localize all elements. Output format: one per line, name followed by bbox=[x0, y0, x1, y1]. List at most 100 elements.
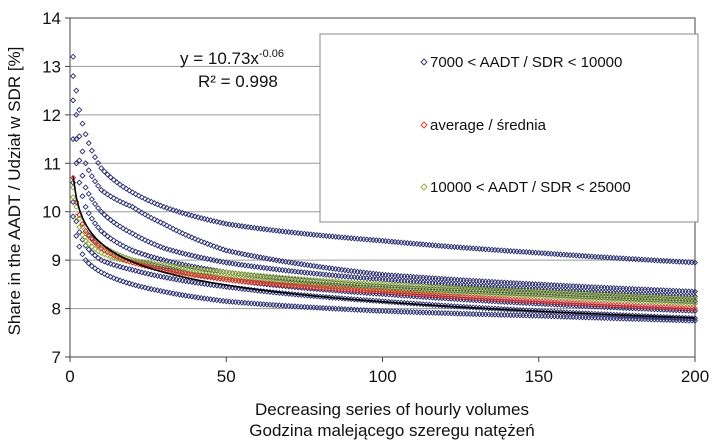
data-point bbox=[70, 97, 77, 104]
data-point bbox=[120, 183, 127, 190]
data-point bbox=[182, 250, 189, 258]
data-point bbox=[116, 241, 124, 248]
data-point bbox=[135, 249, 142, 256]
legend-label: average / średnia bbox=[430, 117, 547, 134]
data-point bbox=[151, 200, 158, 207]
data-point bbox=[173, 248, 180, 255]
data-point bbox=[70, 194, 77, 201]
data-point bbox=[132, 282, 139, 289]
data-point bbox=[123, 254, 130, 261]
data-point bbox=[101, 270, 108, 277]
data-point bbox=[141, 262, 149, 269]
data-point bbox=[141, 195, 149, 202]
data-point bbox=[82, 160, 89, 167]
data-point bbox=[170, 225, 177, 232]
data-point bbox=[182, 210, 189, 217]
data-point bbox=[191, 213, 199, 220]
data-point bbox=[88, 215, 95, 222]
data-point bbox=[132, 267, 139, 274]
data-point bbox=[132, 248, 139, 255]
data-point bbox=[73, 160, 80, 167]
data-point bbox=[691, 298, 699, 305]
legend-label: 7000 < AADT / SDR < 10000 bbox=[430, 54, 622, 71]
data-point bbox=[176, 208, 183, 216]
data-point bbox=[98, 269, 105, 276]
data-point bbox=[204, 216, 211, 223]
data-point bbox=[529, 312, 536, 319]
data-point bbox=[107, 250, 114, 257]
data-point bbox=[148, 239, 155, 246]
data-point bbox=[491, 311, 499, 318]
data-point bbox=[129, 230, 136, 237]
data-point bbox=[163, 222, 170, 229]
legend-marker bbox=[420, 183, 428, 191]
y-tick-label: 13 bbox=[42, 57, 61, 76]
data-point bbox=[113, 196, 120, 203]
data-point bbox=[213, 244, 220, 251]
data-point bbox=[88, 236, 95, 243]
data-point bbox=[210, 218, 217, 225]
data-point bbox=[120, 242, 127, 249]
data-point bbox=[107, 260, 114, 267]
data-point bbox=[95, 159, 102, 167]
data-point bbox=[85, 167, 92, 174]
data-point bbox=[166, 224, 174, 231]
data-point bbox=[145, 238, 152, 245]
data-point bbox=[207, 241, 214, 248]
data-point bbox=[163, 245, 170, 253]
data-point bbox=[98, 244, 105, 252]
data-point bbox=[116, 277, 124, 284]
data-point bbox=[98, 257, 105, 264]
data-point bbox=[141, 270, 149, 277]
data-point bbox=[691, 305, 699, 312]
data-point bbox=[107, 235, 114, 242]
data-point bbox=[113, 276, 120, 283]
data-point bbox=[76, 229, 83, 236]
trendline bbox=[72, 176, 696, 319]
data-point bbox=[135, 268, 142, 275]
data-point bbox=[141, 251, 149, 258]
data-point bbox=[151, 216, 158, 223]
data-point bbox=[170, 206, 177, 214]
data-point bbox=[95, 224, 102, 231]
data-point bbox=[88, 147, 95, 154]
data-point bbox=[79, 236, 86, 243]
data-point bbox=[79, 148, 86, 155]
data-point bbox=[138, 269, 145, 276]
data-point bbox=[154, 201, 161, 208]
data-point bbox=[151, 241, 158, 248]
data-point bbox=[76, 243, 83, 250]
data-point bbox=[91, 220, 99, 227]
data-point bbox=[116, 223, 124, 230]
data-point bbox=[160, 203, 167, 210]
data-point bbox=[79, 231, 86, 238]
data-point bbox=[526, 312, 533, 319]
y-axis-title: Share in the AADT / Udział w SDR [%] bbox=[5, 47, 24, 336]
data-point bbox=[101, 258, 108, 265]
data-point bbox=[510, 312, 517, 319]
data-point bbox=[82, 237, 89, 244]
data-point bbox=[151, 254, 158, 261]
data-point bbox=[148, 198, 155, 205]
x-tick-label: 0 bbox=[65, 367, 74, 386]
data-point bbox=[98, 249, 105, 256]
data-point bbox=[123, 279, 130, 286]
data-point bbox=[154, 242, 161, 249]
series bbox=[70, 184, 699, 307]
data-point bbox=[101, 251, 108, 258]
data-point bbox=[138, 209, 145, 216]
data-point bbox=[98, 186, 105, 193]
data-point bbox=[129, 189, 136, 196]
data-point bbox=[104, 248, 111, 255]
data-point bbox=[182, 231, 189, 238]
data-point bbox=[85, 246, 92, 253]
y-tick-label: 7 bbox=[52, 348, 61, 367]
data-point bbox=[98, 208, 105, 215]
data-point bbox=[195, 214, 202, 221]
data-point bbox=[126, 256, 133, 263]
data-point bbox=[85, 232, 92, 239]
data-point bbox=[70, 73, 77, 80]
data-point bbox=[104, 214, 111, 221]
data-point bbox=[138, 250, 145, 257]
